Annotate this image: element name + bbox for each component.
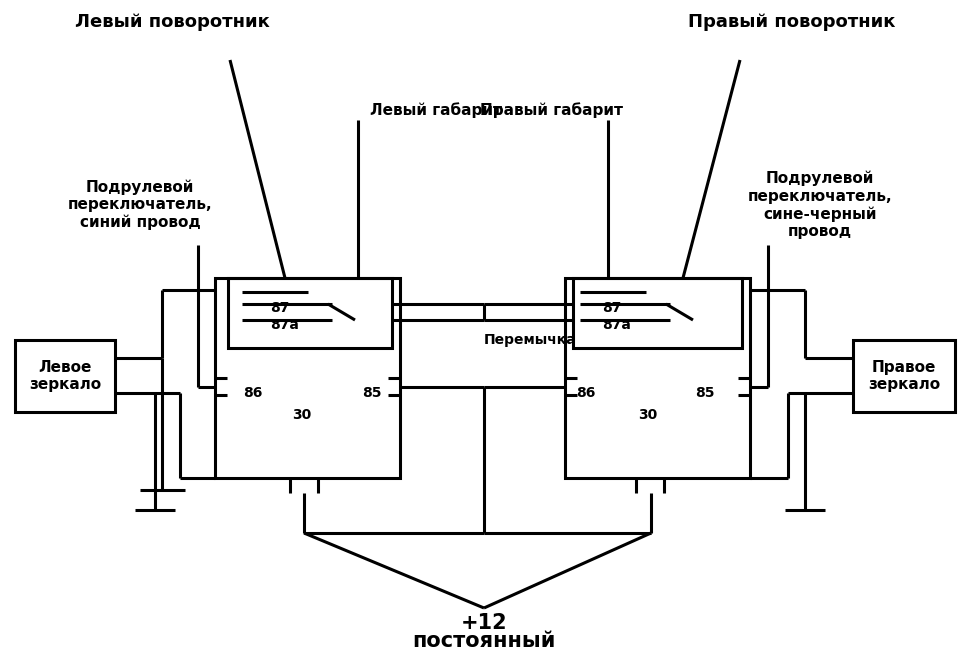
Text: 87а: 87а: [270, 318, 298, 332]
Bar: [573, 278, 742, 348]
Text: Правый габарит: Правый габарит: [480, 102, 623, 118]
Text: 87: 87: [602, 301, 621, 315]
Text: 85: 85: [362, 386, 382, 400]
Text: 87: 87: [270, 301, 290, 315]
Text: 87а: 87а: [602, 318, 631, 332]
Bar: [15, 340, 115, 412]
Bar: [228, 278, 392, 348]
Text: Левый поворотник: Левый поворотник: [75, 13, 269, 31]
Text: 30: 30: [293, 408, 312, 422]
Text: +12: +12: [460, 613, 508, 633]
Text: Подрулевой
переключатель,
сине-черный
провод: Подрулевой переключатель, сине-черный пр…: [748, 171, 892, 239]
Bar: [853, 340, 955, 412]
Text: 86: 86: [243, 386, 263, 400]
Text: Левое
зеркало: Левое зеркало: [29, 360, 101, 393]
Text: 86: 86: [576, 386, 595, 400]
Text: Подрулевой
переключатель,
синий провод: Подрулевой переключатель, синий провод: [68, 179, 212, 230]
Text: постоянный: постоянный: [413, 631, 555, 651]
Text: Правое
зеркало: Правое зеркало: [868, 360, 940, 393]
Text: Правый поворотник: Правый поворотник: [688, 13, 895, 31]
Text: Перемычка: Перемычка: [484, 333, 577, 347]
Text: 30: 30: [639, 408, 658, 422]
Text: Левый габарит: Левый габарит: [370, 102, 502, 118]
Bar: [565, 278, 750, 478]
Bar: [215, 278, 400, 478]
Text: 85: 85: [695, 386, 714, 400]
